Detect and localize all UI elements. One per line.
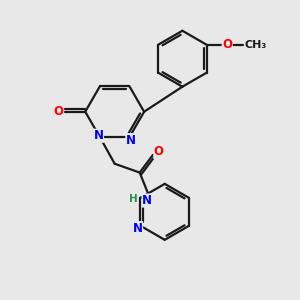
Text: N: N	[142, 194, 152, 207]
Text: CH₃: CH₃	[244, 40, 266, 50]
Text: N: N	[133, 222, 142, 235]
Text: N: N	[126, 134, 136, 147]
Text: O: O	[222, 38, 232, 51]
Text: N: N	[94, 129, 103, 142]
Text: O: O	[53, 105, 63, 118]
Text: O: O	[154, 146, 164, 158]
Text: H: H	[129, 194, 138, 204]
